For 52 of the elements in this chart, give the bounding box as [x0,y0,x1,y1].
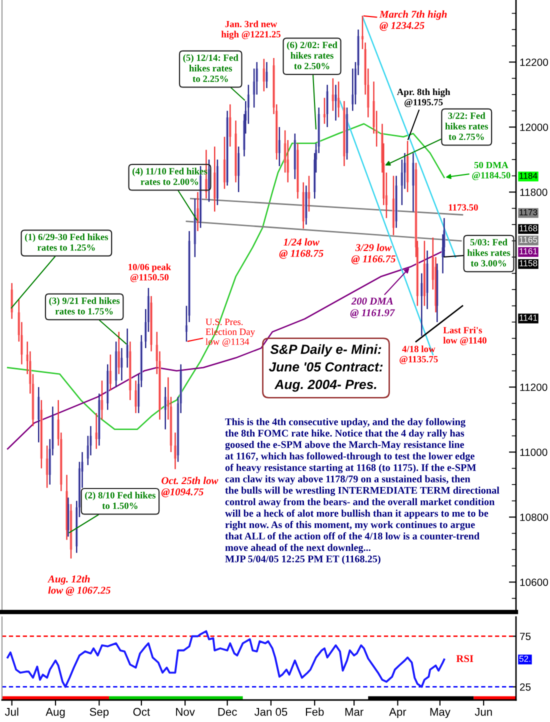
text: 1158 [520,260,538,266]
y-tick-label: 25 [520,683,531,691]
annotation: 50 DMA @1184.50 [472,162,510,180]
annotation: (2) 8/10 Fed hikes to 1.50% [85,492,156,510]
text: S&P Daily e- Mini: June '05 Contract: Aug. 2004- Pres. [268,344,383,392]
annotation: Last Fri's low @1140 [443,326,486,346]
annotation: 3/29 low @ 1166.75 [351,244,396,264]
x-tick-label: Jul [4,708,18,716]
annotation: 200 DMA @ 1161.97 [350,298,396,318]
y-tick-label: 10600 [520,578,548,586]
annotation: March 7th high @ 1234.25 [379,10,447,31]
series-label: RSI [456,655,474,662]
y-tick-label: 12000 [520,124,548,131]
x-tick-label: Apr [389,708,406,718]
y-tick-label: 75 [520,632,531,640]
text: This is the 4th consecutive upday, and the day following the 8th FOMC rate hike. Notice that the 4 day rally has goosed the e-SPM above the March-May resistance line at 1167, which has followed-through to test the lower edge of heavy resistance starting at 1168 (to 1175). If the e-SPM can claw its way above 1178/79 on a sustained basis, then the bulls will be wrestling INTERMEDIATE TERM directional control away from the bears- and the overall market condition will be a heck of alot more bullish than it appears to me to be right now. As of this moment, my work continues to argue that ALL of the action off of the 4/18 low is a counter-trend move ahead of the next downleg... MJP 5/04/05 12:25 PM ET (1168.25) [225,418,500,564]
y-tick-label: 12200 [520,58,548,66]
x-tick-label: Oct [133,708,150,716]
annotation: 10/06 peak @1150.50 [128,264,172,282]
line-series [6,630,446,688]
text: 1161 [520,248,538,254]
y-tick-label: 11000 [520,448,548,456]
text: 1184 [520,172,538,179]
x-tick-label: Nov [176,708,195,716]
text: 1168 [520,225,538,232]
annotation: (6) 2/02: Fed hikes rates to 2.50% [287,42,338,70]
x-tick-label: Sep [90,708,109,718]
annotation: Jan. 3rd new high @1221.25 [221,20,280,40]
annotation: (3) 9/21 Fed hikes rates to 1.75% [49,297,120,315]
x-tick-label: Feb [306,708,324,716]
text: 1165 [520,236,538,243]
x-tick-label: Dec [218,708,237,716]
annotation: 3/22: Fed hikes rates to 2.75% [445,112,488,140]
annotation: (5) 12/14: Fed hikes rates to 2.25% [183,54,238,82]
text: 52. [519,656,530,662]
x-tick-label: Jun [474,708,492,716]
annotation: Aug. 12th low @ 1067.25 [47,575,111,596]
annotation: Oct. 25th low @1094.75 [161,476,218,498]
text: 1141 [520,314,538,321]
x-tick-label: May [430,708,450,718]
x-tick-label: Aug [46,708,65,718]
annotation: 5/03: Fed hikes rates to 3.00% [467,238,510,267]
y-tick-label: 10800 [520,514,548,521]
text: 1173 [520,209,538,216]
annotation: 1/24 low @ 1168.75 [279,238,324,259]
annotation: (1) 6/29-30 Fed hikes rates to 1.25% [25,234,108,251]
y-tick-label: 11800 [520,188,548,196]
x-tick-label: Mar [345,708,364,716]
annotation: 1173.50 [448,204,478,211]
x-tick-label: Jan 05 [254,708,288,716]
y-tick-label: 11200 [520,384,548,391]
annotation: Apr. 8th high @1195.75 [396,88,450,108]
